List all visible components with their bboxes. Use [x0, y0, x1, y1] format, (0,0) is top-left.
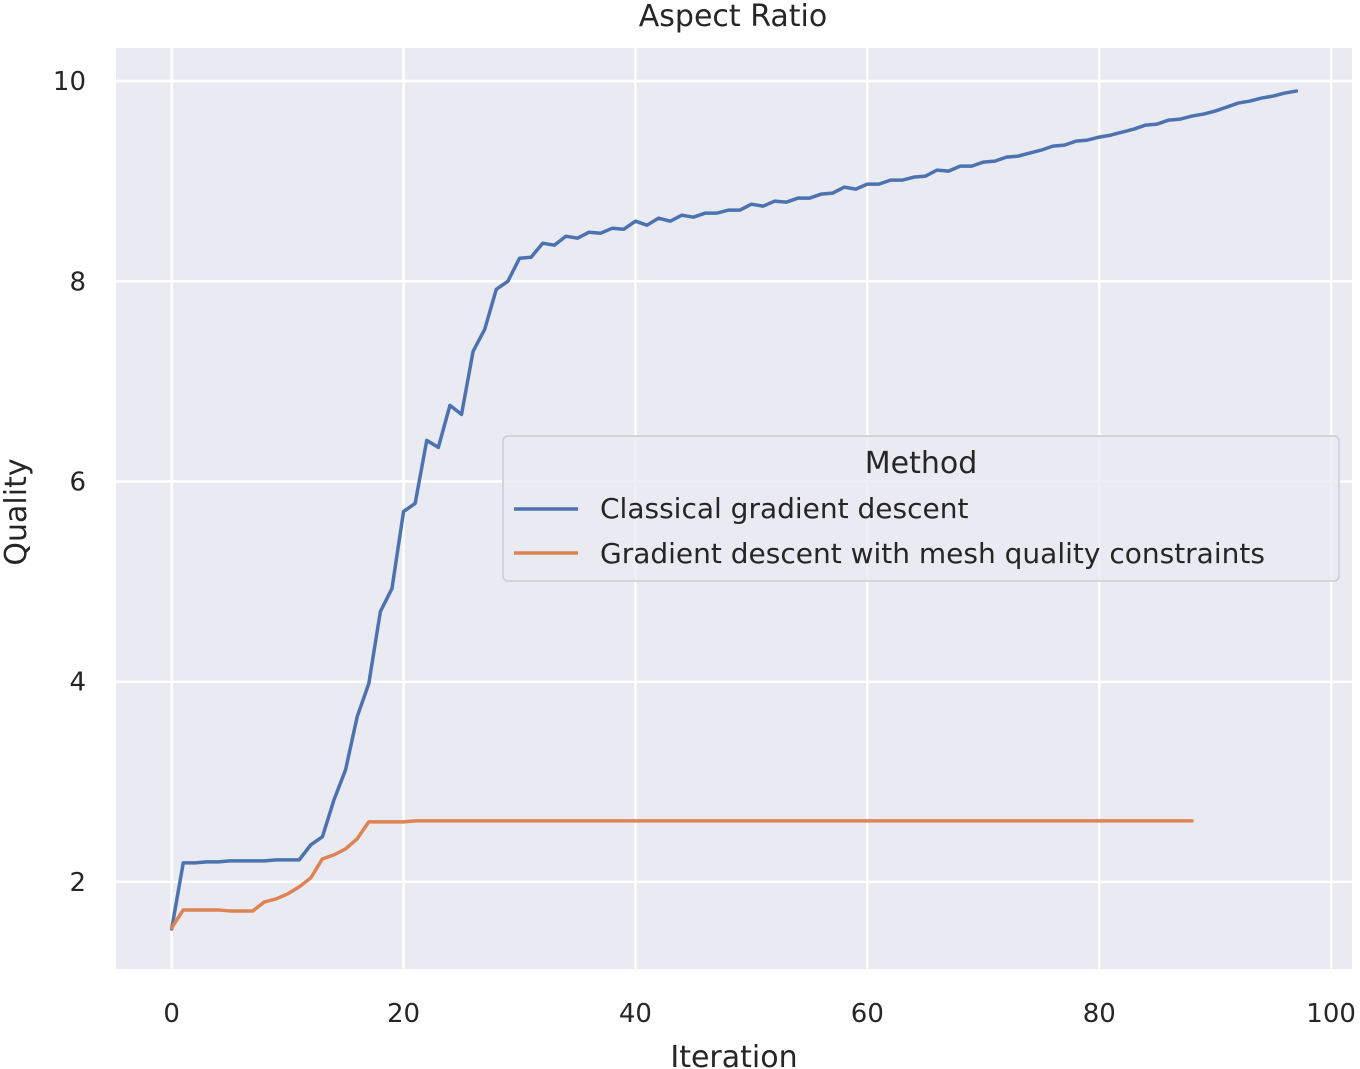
x-tick-label: 80 — [1083, 999, 1116, 1029]
y-tick-label: 10 — [53, 67, 86, 97]
y-tick-label: 8 — [69, 267, 86, 297]
legend: Method Classical gradient descent Gradie… — [502, 435, 1340, 582]
x-axis-label: Iteration — [670, 1040, 797, 1069]
x-tick-label: 40 — [619, 999, 652, 1029]
x-tick-labels: 0 20 40 60 80 100 — [163, 999, 1356, 1029]
series-line-constrained — [169, 819, 1194, 930]
x-tick-label: 100 — [1306, 999, 1356, 1029]
chart-title: Aspect Ratio — [639, 0, 827, 34]
y-axis-label: Quality — [0, 458, 34, 565]
legend-box — [502, 435, 1340, 582]
legend-title: Method — [865, 446, 978, 481]
legend-label-classical: Classical gradient descent — [600, 492, 968, 525]
series-line-classical — [169, 89, 1299, 931]
series-layer — [169, 89, 1299, 931]
legend-label-constrained: Gradient descent with mesh quality const… — [600, 537, 1265, 570]
x-tick-label: 0 — [163, 999, 180, 1029]
y-tick-labels: 2 4 6 8 10 — [53, 67, 86, 898]
y-tick-label: 4 — [69, 668, 86, 698]
y-tick-label: 6 — [69, 467, 86, 497]
x-tick-label: 60 — [851, 999, 884, 1029]
y-tick-label: 2 — [69, 868, 86, 898]
x-tick-label: 20 — [387, 999, 420, 1029]
